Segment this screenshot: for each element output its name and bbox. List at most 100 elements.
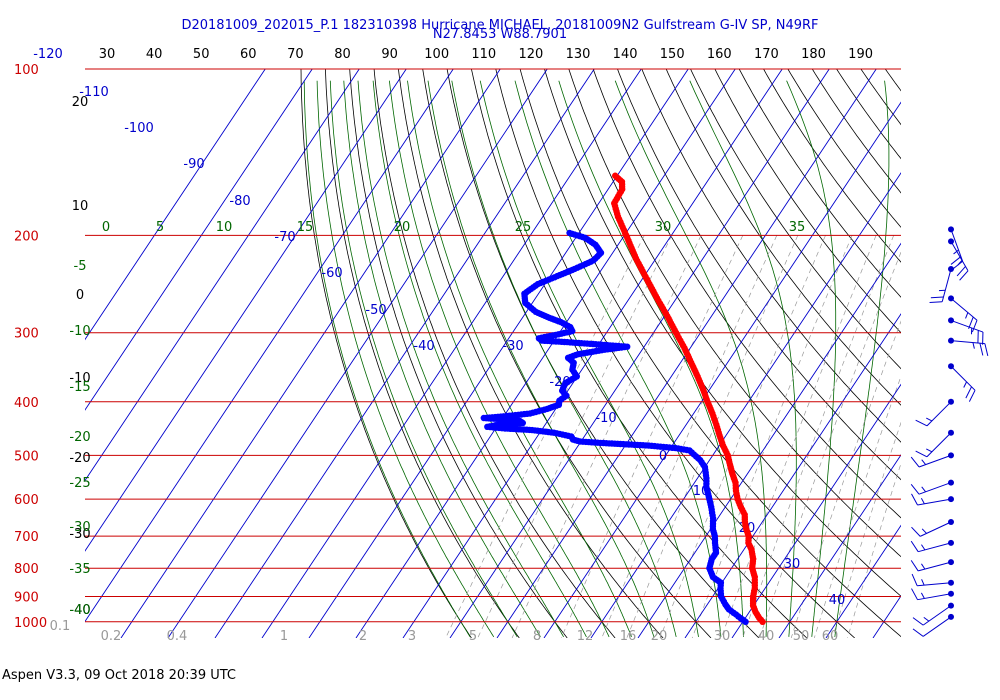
top-axis-tick-label: 30 xyxy=(99,47,116,62)
wind-barb xyxy=(948,337,989,356)
isotherm-line xyxy=(825,524,901,638)
wind-barb xyxy=(910,539,954,553)
dry-adiabat-line xyxy=(738,69,901,298)
moist-adiabat-label: 25 xyxy=(515,220,532,235)
temperature-point xyxy=(612,172,619,179)
dry-adiabat-line xyxy=(787,69,901,228)
moist-adiabat-line xyxy=(343,80,541,638)
mixing-ratio-line xyxy=(847,462,901,638)
wind-barb xyxy=(910,559,954,572)
moist-adiabat-label: 30 xyxy=(655,220,672,235)
isotherm-label: 40 xyxy=(829,593,846,608)
dry-adiabat-line xyxy=(690,69,901,370)
moist-adiabat-left-label: -5 xyxy=(74,259,87,274)
wind-barb xyxy=(912,602,954,626)
wind-barb xyxy=(915,398,954,427)
moist-adiabat-label: 15 xyxy=(297,220,314,235)
isotherm-label: 0 xyxy=(659,449,667,464)
wind-barb xyxy=(915,429,954,458)
isotherm-line xyxy=(85,69,266,341)
dry-adiabat-line xyxy=(811,69,901,194)
mixing-ratio-line xyxy=(477,235,673,638)
isotherm-label: -100 xyxy=(124,121,154,136)
dry-adiabat-line xyxy=(422,69,712,638)
wind-barb xyxy=(929,265,954,304)
dry-adiabat-label: -10 xyxy=(69,371,90,386)
top-axis-tick-label: 160 xyxy=(707,47,732,62)
mixing-ratio-label: 0.4 xyxy=(167,629,188,644)
dry-adiabat-label: -20 xyxy=(69,451,90,466)
moist-adiabat-left-label: -30 xyxy=(69,520,90,535)
moist-adiabat-line xyxy=(834,80,890,637)
mixing-ratio-line xyxy=(813,375,901,638)
dry-adiabat-line xyxy=(568,69,901,558)
dry-adiabat-line xyxy=(714,69,901,334)
moist-adiabat-label: 10 xyxy=(216,220,233,235)
mixing-ratio-line xyxy=(601,235,778,638)
mixing-ratio-label: 1 xyxy=(280,629,288,644)
mixing-ratio-line xyxy=(511,235,702,638)
dry-adiabat-line xyxy=(398,69,664,638)
top-axis-tick-label: 100 xyxy=(424,47,449,62)
moist-adiabat-line xyxy=(689,80,797,637)
top-axis-tick-label: 120 xyxy=(518,47,543,62)
wind-barb xyxy=(910,479,954,495)
top-axis-tick-label: 190 xyxy=(848,47,873,62)
isotherm-line xyxy=(85,69,313,411)
pressure-tick-label: 400 xyxy=(14,396,39,411)
dry-adiabat-label: -40 xyxy=(69,603,90,618)
moist-adiabat-line xyxy=(303,80,471,638)
isotherm-line xyxy=(590,172,901,638)
pressure-tick-label: 1000 xyxy=(14,616,47,631)
isotherm-line xyxy=(261,69,642,638)
isotherm-line xyxy=(543,101,901,638)
top-axis-tick-label: 130 xyxy=(566,47,591,62)
mixing-ratio-line xyxy=(659,235,826,638)
mixing-ratio-label: 60 xyxy=(822,629,839,644)
mixing-ratio-label: 0.2 xyxy=(101,629,122,644)
top-axis-tick-label: 60 xyxy=(240,47,257,62)
dry-adiabat-label: 20 xyxy=(72,95,89,110)
wind-barb xyxy=(911,573,954,587)
pressure-tick-label: 700 xyxy=(14,530,39,545)
moist-adiabat-label: 5 xyxy=(156,220,164,235)
dry-adiabat-line xyxy=(519,69,901,638)
moist-adiabat-line xyxy=(389,80,610,638)
top-axis-tick-label: -120 xyxy=(33,47,63,62)
dry-adiabat-line xyxy=(983,69,1000,638)
mixing-ratio-label: 16 xyxy=(620,629,637,644)
dry-adiabat-label: 10 xyxy=(72,199,89,214)
mixing-ratio-label: 20 xyxy=(651,629,668,644)
wind-barb xyxy=(948,226,964,270)
moist-adiabat-label: 0 xyxy=(102,220,110,235)
mixing-ratio-line xyxy=(832,421,901,638)
dry-adiabat-line xyxy=(349,69,568,638)
moist-adiabat-line xyxy=(786,80,837,637)
isotherm-label: 30 xyxy=(784,557,801,572)
wind-barb xyxy=(911,493,954,506)
chart-title: D20181009_202015_P.1 182310398 Hurricane… xyxy=(181,18,818,33)
moist-adiabat-line xyxy=(316,80,495,638)
isotherm-line xyxy=(637,242,901,638)
pressure-tick-label: 300 xyxy=(14,327,39,342)
moist-adiabat-line xyxy=(357,80,564,638)
isotherm-label: -90 xyxy=(183,157,204,172)
mixing-ratio-line xyxy=(560,235,744,638)
top-axis-tick-label: 110 xyxy=(471,47,496,62)
dry-adiabat-line xyxy=(592,69,901,519)
top-axis-tick-label: 180 xyxy=(801,47,826,62)
isotherm-line xyxy=(85,69,407,552)
mixing-ratio-label: 12 xyxy=(577,629,594,644)
moist-adiabat-left-label: -25 xyxy=(69,476,90,491)
pressure-tick-label: 900 xyxy=(14,590,39,605)
isotherm-label: -10 xyxy=(595,411,616,426)
dry-adiabat-line xyxy=(910,69,1000,638)
wind-barb xyxy=(911,519,954,537)
dry-adiabat-line xyxy=(446,69,760,638)
moist-adiabat-label: 20 xyxy=(394,220,411,235)
dry-adiabat-line xyxy=(641,69,901,443)
moist-adiabat-line xyxy=(329,80,518,638)
moist-adiabat-label: 35 xyxy=(789,220,806,235)
moist-adiabat-left-label: -15 xyxy=(69,380,90,395)
isotherm-line xyxy=(214,69,595,638)
